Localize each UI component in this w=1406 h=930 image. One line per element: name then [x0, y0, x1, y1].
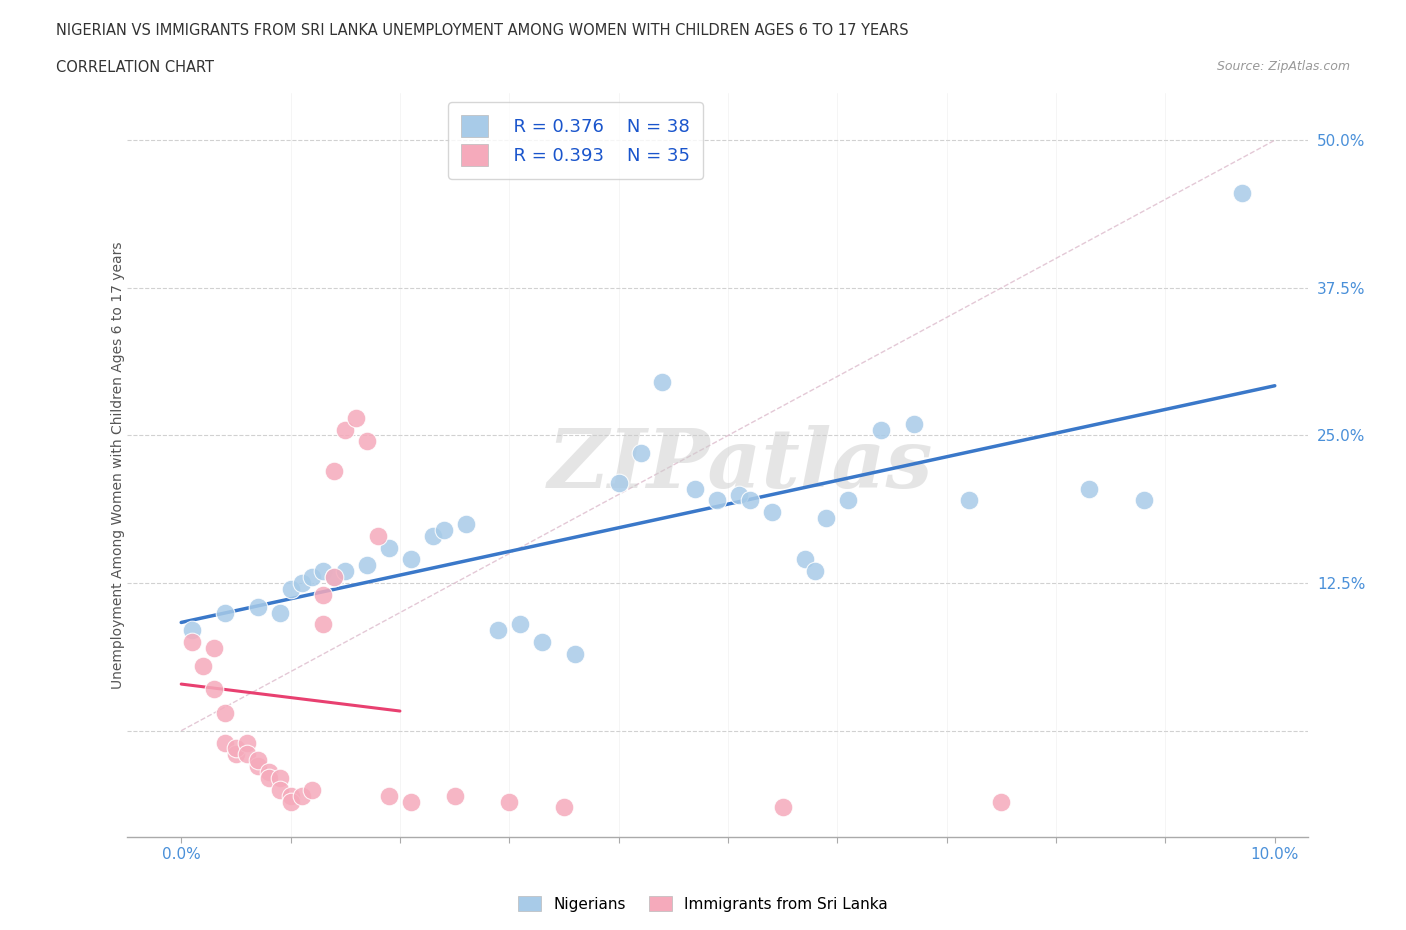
- Point: [312, 564, 335, 578]
- Point: [312, 617, 335, 631]
- Point: [378, 540, 401, 555]
- Point: [202, 682, 225, 697]
- Point: [486, 623, 509, 638]
- Point: [323, 570, 346, 585]
- Point: [728, 487, 751, 502]
- Point: [257, 764, 280, 779]
- Point: [509, 617, 531, 631]
- Point: [772, 800, 794, 815]
- Point: [531, 634, 554, 649]
- Point: [1132, 493, 1154, 508]
- Point: [225, 741, 247, 756]
- Point: [202, 641, 225, 656]
- Point: [378, 789, 401, 804]
- Point: [214, 605, 236, 620]
- Point: [804, 564, 827, 578]
- Point: [335, 422, 357, 437]
- Point: [236, 735, 259, 750]
- Point: [214, 706, 236, 721]
- Point: [564, 646, 586, 661]
- Point: [191, 658, 214, 673]
- Text: CORRELATION CHART: CORRELATION CHART: [56, 60, 214, 75]
- Point: [870, 422, 893, 437]
- Point: [290, 789, 312, 804]
- Y-axis label: Unemployment Among Women with Children Ages 6 to 17 years: Unemployment Among Women with Children A…: [111, 241, 125, 689]
- Point: [335, 564, 357, 578]
- Point: [738, 493, 761, 508]
- Point: [367, 528, 389, 543]
- Point: [280, 789, 302, 804]
- Point: [422, 528, 444, 543]
- Point: [301, 570, 323, 585]
- Point: [323, 570, 346, 585]
- Text: Source: ZipAtlas.com: Source: ZipAtlas.com: [1216, 60, 1350, 73]
- Text: NIGERIAN VS IMMIGRANTS FROM SRI LANKA UNEMPLOYMENT AMONG WOMEN WITH CHILDREN AGE: NIGERIAN VS IMMIGRANTS FROM SRI LANKA UN…: [56, 23, 908, 38]
- Point: [246, 599, 269, 614]
- Point: [290, 576, 312, 591]
- Point: [651, 375, 673, 390]
- Point: [246, 752, 269, 767]
- Point: [443, 789, 465, 804]
- Point: [280, 794, 302, 809]
- Point: [815, 511, 838, 525]
- Legend: Nigerians, Immigrants from Sri Lanka: Nigerians, Immigrants from Sri Lanka: [512, 889, 894, 918]
- Point: [433, 523, 456, 538]
- Point: [181, 634, 204, 649]
- Point: [498, 794, 520, 809]
- Point: [280, 581, 302, 596]
- Point: [344, 410, 367, 425]
- Point: [793, 552, 815, 567]
- Point: [257, 771, 280, 786]
- Point: [553, 800, 575, 815]
- Point: [630, 445, 652, 460]
- Point: [312, 588, 335, 603]
- Point: [323, 463, 346, 478]
- Point: [399, 552, 422, 567]
- Point: [269, 605, 291, 620]
- Point: [269, 782, 291, 797]
- Point: [837, 493, 859, 508]
- Point: [1230, 186, 1253, 201]
- Point: [990, 794, 1012, 809]
- Point: [399, 794, 422, 809]
- Point: [356, 434, 378, 449]
- Point: [683, 481, 706, 496]
- Point: [706, 493, 728, 508]
- Point: [454, 516, 477, 531]
- Point: [214, 735, 236, 750]
- Point: [607, 475, 630, 490]
- Point: [903, 417, 925, 432]
- Point: [761, 505, 783, 520]
- Point: [1077, 481, 1099, 496]
- Point: [181, 623, 204, 638]
- Point: [356, 558, 378, 573]
- Text: ZIPatlas: ZIPatlas: [548, 425, 934, 505]
- Point: [246, 759, 269, 774]
- Legend:   R = 0.376    N = 38,   R = 0.393    N = 35: R = 0.376 N = 38, R = 0.393 N = 35: [449, 102, 703, 179]
- Point: [225, 747, 247, 762]
- Point: [957, 493, 980, 508]
- Point: [269, 771, 291, 786]
- Point: [301, 782, 323, 797]
- Point: [236, 747, 259, 762]
